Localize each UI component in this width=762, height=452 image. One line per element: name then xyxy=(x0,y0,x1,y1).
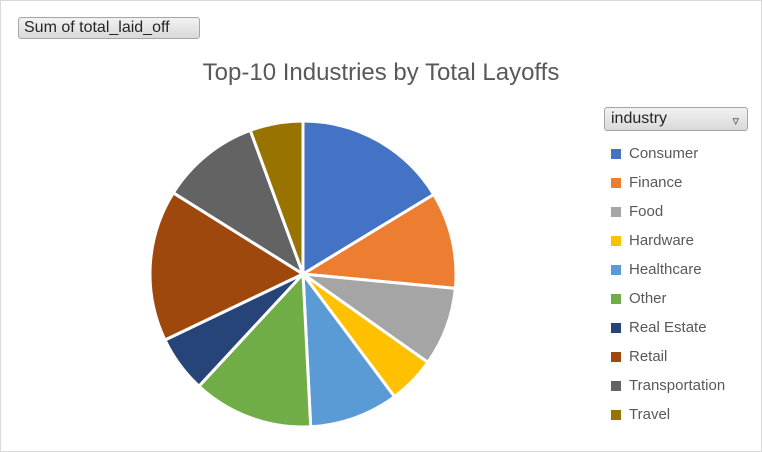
chart-title: Top-10 Industries by Total Layoffs xyxy=(202,59,560,86)
legend-swatch xyxy=(611,235,621,246)
legend-label: Consumer xyxy=(629,145,699,162)
legend-item-retail[interactable]: Retail xyxy=(611,342,725,371)
legend-item-hardware[interactable]: Hardware xyxy=(611,226,725,255)
legend-item-other[interactable]: Other xyxy=(611,284,725,313)
legend-swatch xyxy=(611,409,621,420)
pie-slice-consumer[interactable] xyxy=(301,119,436,276)
legend-label: Other xyxy=(629,290,667,307)
legend-label: Food xyxy=(629,203,664,220)
value-field-label: Sum of total_laid_off xyxy=(24,19,170,36)
legend-swatch xyxy=(611,148,621,159)
legend-swatch xyxy=(611,380,621,391)
legend-item-consumer[interactable]: Consumer xyxy=(611,139,725,168)
legend-item-healthcare[interactable]: Healthcare xyxy=(611,255,725,284)
legend-label: Real Estate xyxy=(629,319,707,336)
legend-label: Hardware xyxy=(629,232,695,249)
legend-label: Healthcare xyxy=(629,261,702,278)
legend-item-finance[interactable]: Finance xyxy=(611,168,725,197)
pie-slice-retail[interactable] xyxy=(148,191,305,342)
pie-slice-transportation[interactable] xyxy=(171,128,305,276)
value-field-button[interactable]: Sum of total_laid_off xyxy=(18,17,200,39)
legend-swatch xyxy=(611,206,621,217)
pie-slice-finance[interactable] xyxy=(301,192,458,290)
legend-swatch xyxy=(611,322,621,333)
pie-slice-travel[interactable] xyxy=(248,119,305,276)
legend-swatch xyxy=(611,177,621,188)
legend: Consumer Finance Food Hardware Healthcare Oth… xyxy=(611,139,725,429)
legend-filter-label: industry xyxy=(611,110,668,127)
legend-item-travel[interactable]: Travel xyxy=(611,400,725,429)
filter-icon: ▿ xyxy=(732,113,739,128)
pie-slice-other[interactable] xyxy=(197,272,313,429)
legend-item-food[interactable]: Food xyxy=(611,197,725,226)
pie-slice-healthcare[interactable] xyxy=(301,272,396,429)
legend-filter-button[interactable]: industry ▿ xyxy=(604,107,748,131)
legend-swatch xyxy=(611,351,621,362)
legend-item-real-estate[interactable]: Real Estate xyxy=(611,313,725,342)
legend-label: Travel xyxy=(629,406,671,423)
legend-label: Transportation xyxy=(629,377,726,394)
legend-swatch xyxy=(611,264,621,275)
legend-item-transportation[interactable]: Transportation xyxy=(611,371,725,400)
legend-swatch xyxy=(611,293,621,304)
legend-label: Finance xyxy=(629,174,683,191)
legend-label: Retail xyxy=(629,348,668,365)
